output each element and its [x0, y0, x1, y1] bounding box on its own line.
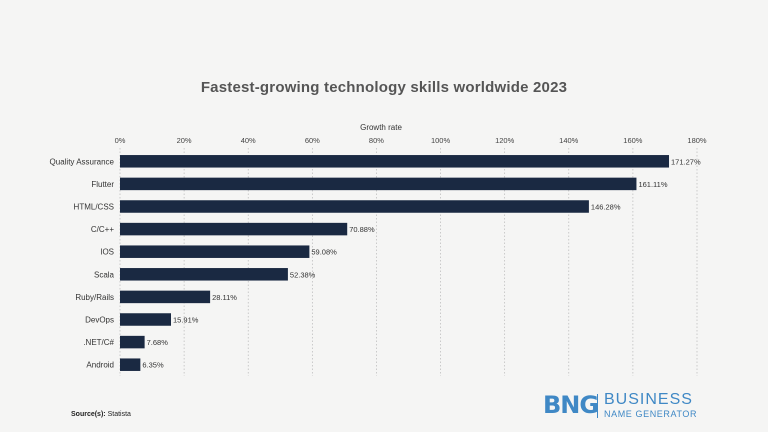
x-tick-label: 120%	[495, 136, 515, 145]
source-note: Source(s): Statista	[71, 411, 131, 418]
x-tick-label: 180%	[687, 136, 707, 145]
value-label: 59.08%	[311, 248, 337, 257]
x-tick-label: 140%	[559, 136, 579, 145]
bar	[120, 245, 310, 258]
category-label: Flutter	[91, 180, 114, 189]
bar	[120, 222, 348, 236]
x-tick-label: 60%	[305, 136, 320, 145]
x-tick-label: 20%	[177, 136, 192, 145]
x-tick-label: 0%	[115, 136, 126, 145]
bar	[120, 358, 141, 371]
x-tick-label: 40%	[241, 136, 256, 145]
bar	[120, 155, 670, 168]
bar	[120, 200, 589, 213]
bars	[120, 155, 670, 371]
value-label: 161.11%	[638, 180, 667, 189]
logo-line-1: BUSINESS	[604, 391, 693, 408]
logo-mark: BNG	[543, 391, 599, 419]
value-label: 146.28%	[591, 203, 621, 212]
source-value: Statista	[107, 411, 131, 418]
chart-title: Fastest-growing technology skills worldw…	[200, 79, 568, 96]
category-labels: Quality Assurance Flutter HTML/CSS C/C++ IOS…	[50, 157, 115, 369]
value-label: 28.11%	[212, 293, 237, 302]
value-labels: 171.27% 161.11% 146.28% 70.88% 59.08% 52.38% 2…	[142, 157, 701, 369]
value-label: 52.38%	[290, 270, 316, 279]
source-label: Source(s):	[71, 411, 106, 418]
category-label: HTML/CSS	[74, 203, 114, 212]
value-label: 6.35%	[142, 361, 164, 370]
bar	[120, 268, 288, 281]
logo-line-2: NAME GENERATOR	[604, 409, 698, 419]
value-label: 15.91%	[173, 316, 199, 325]
value-label: 7.68%	[147, 338, 169, 347]
bar	[120, 335, 145, 349]
bar	[120, 177, 637, 191]
bar	[120, 290, 211, 304]
category-label: .NET/C#	[83, 338, 114, 347]
category-label: Scala	[94, 270, 115, 279]
x-axis-label: Growth rate	[360, 123, 402, 132]
bar	[120, 313, 172, 326]
category-label: Ruby/Rails	[75, 293, 114, 302]
category-label: Android	[86, 361, 114, 370]
value-label: 171.27%	[671, 157, 701, 166]
x-tick-label: 160%	[623, 136, 643, 145]
category-label: Quality Assurance	[50, 157, 115, 166]
x-tick-labels: 0% 20% 40% 60% 80% 100% 120% 140% 160% 180%	[115, 136, 707, 145]
category-label: DevOps	[85, 316, 114, 325]
x-tick-label: 80%	[369, 136, 384, 145]
brand-logo: BNG BUSINESS NAME GENERATOR	[543, 390, 713, 420]
category-label: IOS	[100, 248, 114, 257]
value-label: 70.88%	[349, 225, 375, 234]
logo-divider	[597, 394, 598, 418]
category-label: C/C++	[91, 225, 114, 234]
x-tick-label: 100%	[431, 136, 451, 145]
